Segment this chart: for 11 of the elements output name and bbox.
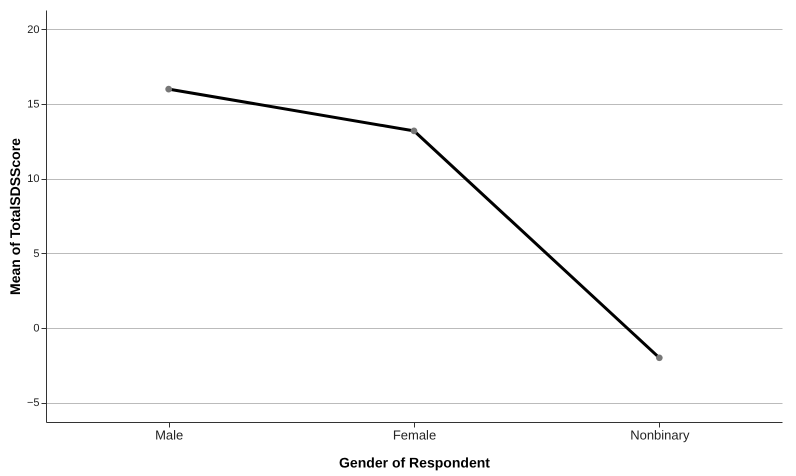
y-tick-label: 10: [27, 173, 40, 186]
y-tick-label: 0: [33, 322, 40, 334]
x-tick-label: Nonbinary: [630, 428, 690, 442]
x-axis-title: Gender of Respondent: [339, 454, 490, 470]
x-tick-label: Male: [155, 428, 184, 442]
y-tick-label: 20: [27, 24, 40, 36]
y-axis-title: Mean of TotalSDSScore: [6, 138, 23, 295]
x-tick-label: Female: [392, 428, 436, 442]
y-tick-label: 15: [27, 98, 40, 111]
y-tick-label: −5: [26, 397, 40, 410]
y-tick-label: 5: [33, 248, 40, 260]
